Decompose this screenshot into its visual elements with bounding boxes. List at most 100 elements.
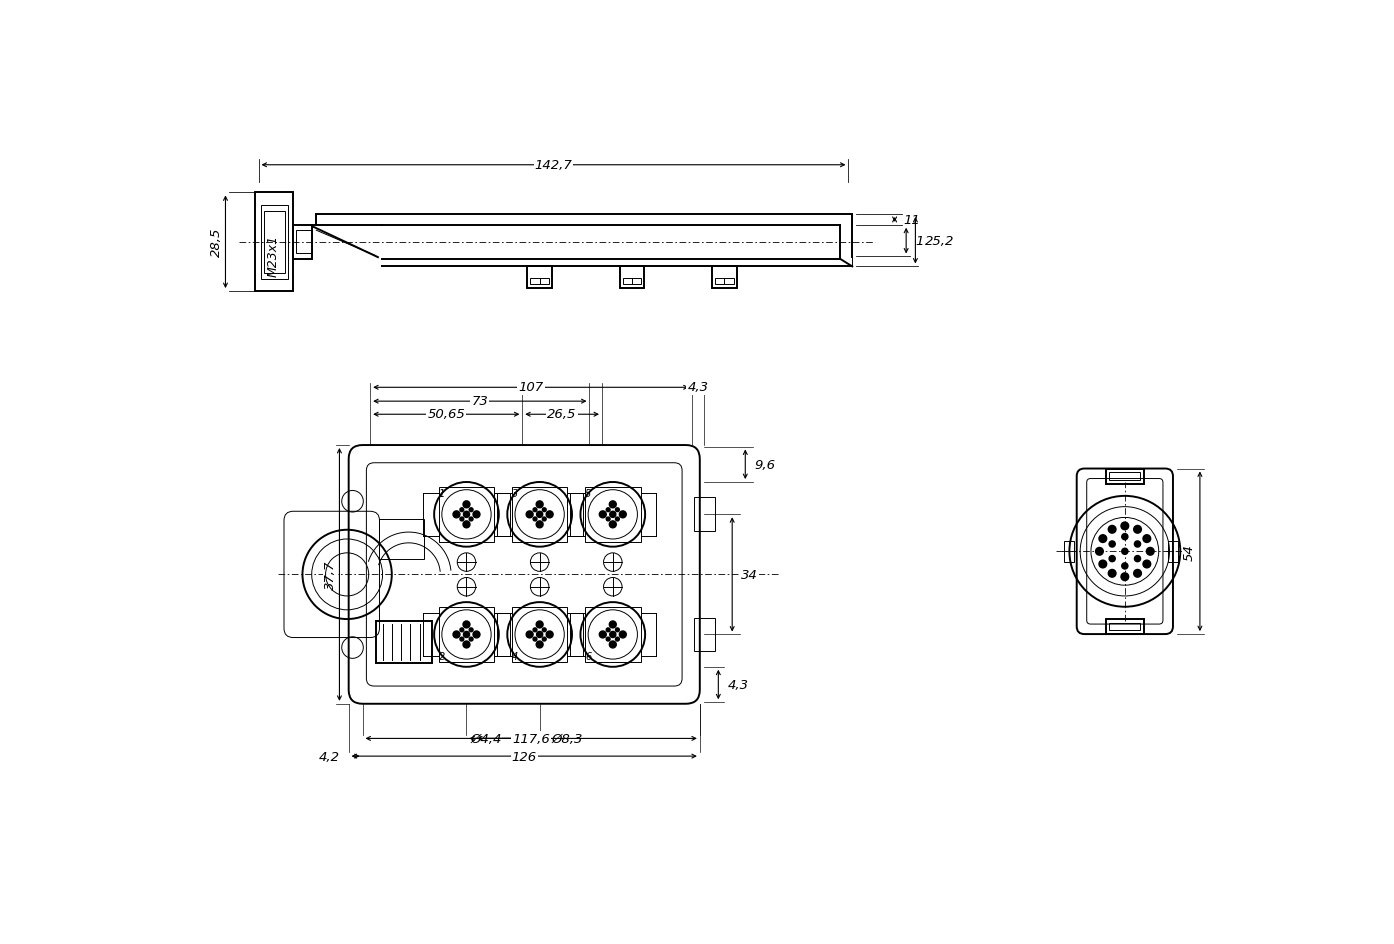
Bar bbox=[379, 519, 424, 560]
Circle shape bbox=[619, 632, 626, 638]
Circle shape bbox=[542, 508, 546, 512]
Bar bbox=[694, 497, 715, 531]
Circle shape bbox=[460, 629, 464, 632]
Text: 11: 11 bbox=[903, 213, 920, 227]
Circle shape bbox=[619, 512, 626, 518]
Bar bbox=[293, 226, 312, 260]
Bar bbox=[1110, 473, 1140, 480]
Circle shape bbox=[1108, 570, 1117, 578]
Circle shape bbox=[599, 632, 606, 638]
Circle shape bbox=[533, 517, 537, 521]
Text: 16: 16 bbox=[916, 235, 933, 248]
Circle shape bbox=[463, 632, 470, 638]
Circle shape bbox=[1121, 573, 1129, 581]
Circle shape bbox=[1098, 535, 1107, 543]
Bar bbox=[1168, 541, 1178, 563]
Circle shape bbox=[537, 641, 544, 649]
Bar bbox=[255, 194, 293, 292]
Circle shape bbox=[546, 512, 553, 518]
Circle shape bbox=[546, 632, 553, 638]
Text: 4,3: 4,3 bbox=[687, 381, 708, 394]
Bar bbox=[623, 278, 641, 285]
Circle shape bbox=[1122, 534, 1128, 540]
Text: 50,65: 50,65 bbox=[428, 408, 466, 421]
Bar bbox=[1105, 619, 1144, 634]
Text: 9,6: 9,6 bbox=[754, 458, 775, 471]
Circle shape bbox=[463, 512, 470, 518]
Bar bbox=[296, 231, 312, 254]
Bar bbox=[715, 278, 733, 285]
Bar bbox=[1105, 469, 1144, 484]
Circle shape bbox=[537, 501, 544, 508]
Circle shape bbox=[1108, 526, 1117, 533]
Bar bbox=[620, 267, 644, 289]
Circle shape bbox=[460, 637, 464, 641]
Circle shape bbox=[542, 629, 546, 632]
Circle shape bbox=[533, 637, 537, 641]
Bar bbox=[585, 607, 640, 663]
Circle shape bbox=[1122, 548, 1128, 555]
Circle shape bbox=[616, 629, 619, 632]
Bar bbox=[527, 267, 552, 289]
Circle shape bbox=[1146, 548, 1154, 556]
Circle shape bbox=[473, 512, 480, 518]
Circle shape bbox=[470, 629, 473, 632]
Circle shape bbox=[1143, 535, 1150, 543]
Text: 26,5: 26,5 bbox=[548, 408, 577, 421]
Circle shape bbox=[606, 629, 611, 632]
Circle shape bbox=[1143, 561, 1150, 568]
Text: 25,2: 25,2 bbox=[924, 234, 953, 247]
Circle shape bbox=[609, 512, 616, 518]
Text: 2: 2 bbox=[439, 651, 445, 661]
Circle shape bbox=[609, 521, 616, 529]
Text: 1: 1 bbox=[439, 489, 445, 498]
Circle shape bbox=[1121, 522, 1129, 531]
Circle shape bbox=[1122, 564, 1128, 569]
Text: 54: 54 bbox=[1182, 544, 1196, 560]
Circle shape bbox=[463, 641, 470, 649]
Circle shape bbox=[1098, 561, 1107, 568]
Text: 34: 34 bbox=[742, 568, 758, 582]
Circle shape bbox=[609, 621, 616, 629]
Text: 37,7: 37,7 bbox=[323, 560, 337, 589]
Text: 5: 5 bbox=[585, 489, 591, 498]
Circle shape bbox=[473, 632, 480, 638]
Text: 117,6: 117,6 bbox=[512, 733, 551, 746]
Text: Ø8,3: Ø8,3 bbox=[551, 733, 583, 746]
Circle shape bbox=[453, 632, 460, 638]
Bar bbox=[439, 607, 495, 663]
Circle shape bbox=[533, 629, 537, 632]
Circle shape bbox=[606, 517, 611, 521]
Circle shape bbox=[1110, 541, 1115, 548]
Circle shape bbox=[470, 517, 473, 521]
Bar bbox=[694, 618, 715, 651]
Circle shape bbox=[609, 641, 616, 649]
Text: 4: 4 bbox=[512, 651, 519, 661]
Text: 3: 3 bbox=[512, 489, 519, 498]
Text: 142,7: 142,7 bbox=[535, 159, 573, 172]
Circle shape bbox=[533, 508, 537, 512]
Circle shape bbox=[537, 512, 542, 518]
Bar bbox=[439, 487, 495, 543]
Circle shape bbox=[609, 501, 616, 508]
Circle shape bbox=[616, 508, 619, 512]
Circle shape bbox=[609, 632, 616, 638]
Circle shape bbox=[526, 632, 533, 638]
Circle shape bbox=[470, 637, 473, 641]
Text: 73: 73 bbox=[471, 395, 488, 408]
Circle shape bbox=[463, 501, 470, 508]
Circle shape bbox=[537, 632, 542, 638]
Text: 4,3: 4,3 bbox=[728, 679, 749, 691]
Circle shape bbox=[453, 512, 460, 518]
Circle shape bbox=[606, 637, 611, 641]
Circle shape bbox=[470, 508, 473, 512]
Circle shape bbox=[616, 517, 619, 521]
Bar bbox=[530, 278, 549, 285]
Circle shape bbox=[1133, 570, 1142, 578]
Circle shape bbox=[537, 621, 544, 629]
Circle shape bbox=[460, 517, 464, 521]
Bar bbox=[261, 206, 287, 279]
Circle shape bbox=[1135, 541, 1140, 548]
Circle shape bbox=[460, 508, 464, 512]
Text: 107: 107 bbox=[519, 381, 544, 394]
